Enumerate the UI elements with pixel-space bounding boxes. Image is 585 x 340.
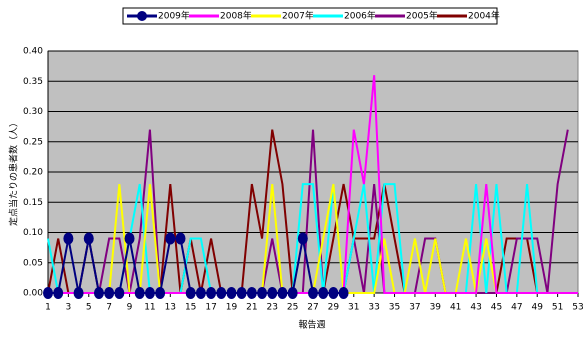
data-point [175, 232, 186, 245]
x-tick-label: 35 [389, 303, 400, 313]
x-tick-label: 49 [532, 303, 544, 313]
x-tick-label: 29 [328, 303, 340, 313]
legend-box [122, 7, 498, 25]
data-point [93, 287, 104, 299]
x-tick-label: 21 [246, 303, 257, 313]
x-tick-label: 31 [348, 303, 359, 313]
y-tick-label: 0.10 [23, 228, 43, 238]
data-point [308, 287, 318, 299]
x-tick-label: 47 [511, 303, 522, 313]
x-tick-label: 7 [106, 303, 112, 313]
x-tick-label: 13 [165, 303, 176, 313]
data-point [206, 287, 217, 299]
data-point [53, 287, 64, 299]
legend-marker [137, 11, 147, 21]
data-point [236, 287, 247, 299]
y-tick-label: 0.30 [23, 107, 43, 117]
y-tick-label: 0.25 [23, 137, 43, 147]
legend-label: 2008年 [220, 10, 252, 22]
data-point [267, 287, 278, 299]
y-tick-label: 0.40 [23, 47, 43, 57]
data-point [195, 287, 206, 299]
data-point [73, 287, 84, 299]
x-tick-label: 41 [450, 303, 461, 313]
y-axis-title: 定点当たりの患者数（人） [8, 118, 20, 226]
x-tick-label: 27 [307, 303, 318, 313]
x-tick-label: 43 [470, 303, 481, 313]
y-tick-label: 0.20 [23, 168, 43, 178]
x-tick-label: 23 [267, 303, 278, 313]
x-tick-label: 45 [491, 303, 502, 313]
x-tick-label: 3 [66, 303, 72, 313]
x-tick-label: 51 [552, 303, 563, 313]
series-line [48, 237, 344, 294]
x-tick-label: 15 [185, 303, 196, 313]
data-point [246, 287, 257, 299]
data-point [144, 287, 155, 299]
x-tick-label: 1 [45, 303, 51, 313]
data-point [83, 232, 94, 245]
data-point [124, 232, 135, 245]
data-point [277, 287, 288, 299]
y-tick-label: 0.15 [23, 198, 43, 208]
y-tick-label: 0.35 [23, 77, 43, 87]
legend-label: 2006年 [344, 10, 376, 22]
data-point [226, 287, 237, 299]
x-tick-label: 37 [409, 303, 420, 313]
data-point [257, 287, 268, 299]
legend-label: 2007年 [282, 10, 314, 22]
data-point [155, 287, 166, 299]
data-point [185, 287, 196, 299]
data-point [328, 287, 339, 299]
x-tick-label: 19 [226, 303, 238, 313]
x-tick-label: 17 [205, 303, 216, 313]
data-point [165, 232, 176, 245]
data-point [114, 287, 125, 299]
legend-label: 2009年 [158, 10, 190, 22]
data-point [318, 287, 329, 299]
legend: 2009年 2008年 2007年 2006年 2005年 2004年 [122, 7, 500, 25]
data-point [338, 287, 349, 299]
data-point [43, 287, 53, 299]
x-tick-label: 33 [368, 303, 379, 313]
x-tick-label: 11 [144, 303, 155, 313]
x-tick-label: 9 [127, 303, 133, 313]
data-point [287, 287, 298, 299]
data-point [134, 287, 145, 299]
legend-label: 2004年 [468, 10, 500, 22]
data-point [104, 287, 115, 299]
x-axis-title: 報告週 [298, 319, 325, 331]
legend-label: 2005年 [406, 10, 438, 22]
data-point [297, 232, 308, 245]
data-point [216, 287, 227, 299]
y-tick-label: 0.00 [23, 289, 43, 299]
data-point [63, 232, 74, 245]
x-tick-label: 53 [572, 303, 583, 313]
y-tick-label: 0.05 [23, 258, 43, 268]
x-tick-label: 5 [86, 303, 92, 313]
x-tick-label: 39 [430, 303, 442, 313]
x-tick-label: 25 [287, 303, 298, 313]
